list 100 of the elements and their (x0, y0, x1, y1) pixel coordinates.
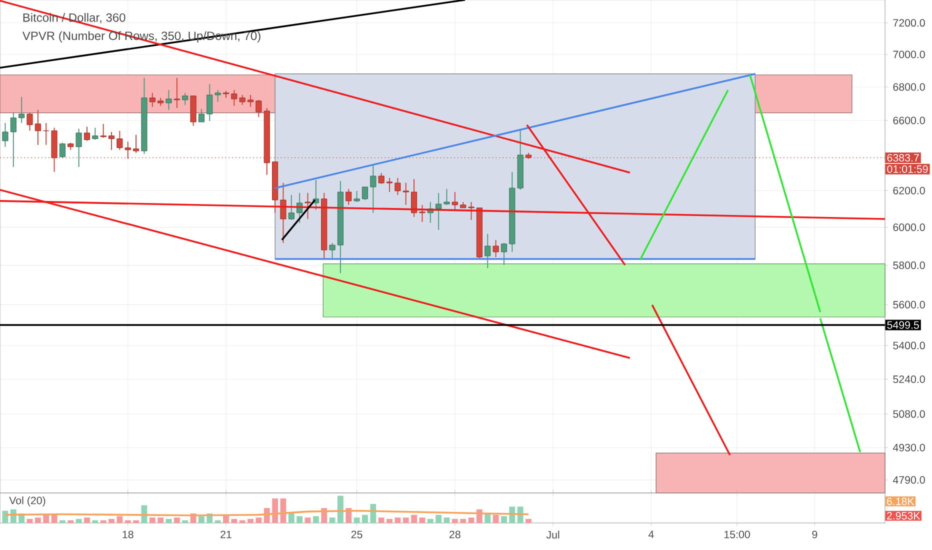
candlestick (288, 194, 294, 220)
bar (329, 518, 336, 524)
candlestick (84, 126, 90, 142)
candlestick (354, 190, 360, 203)
chart-title: Vol (20) (9, 496, 46, 506)
bar (386, 518, 392, 524)
candlestick (346, 188, 352, 206)
candlestick (378, 172, 384, 184)
bar (43, 514, 50, 524)
bar (304, 518, 311, 524)
candlestick (10, 112, 16, 168)
candlestick (166, 89, 172, 110)
candlestick (247, 94, 254, 108)
candlestick (500, 242, 508, 266)
bar (526, 518, 532, 524)
bar (427, 518, 434, 524)
bar (26, 518, 33, 524)
bar (272, 498, 278, 524)
y-tick-label: 5240.0 (893, 375, 925, 383)
bar (198, 516, 204, 524)
bar (166, 518, 172, 524)
candlestick (18, 96, 25, 124)
y-tick-label: 7000.0 (893, 50, 925, 58)
bar (124, 520, 131, 524)
candlestick (370, 164, 376, 214)
candlestick (492, 239, 499, 258)
bar (468, 518, 474, 524)
x-tick-label: Jul (546, 530, 560, 539)
x-tick-label: 28 (450, 530, 460, 538)
candlestick (386, 177, 393, 193)
bar (174, 518, 180, 524)
y-tick-label: 6600.0 (893, 116, 925, 124)
text: 2.953K (887, 512, 920, 520)
y-tick-label: 5080.0 (893, 410, 925, 418)
candlestick (182, 92, 188, 106)
bar (492, 514, 499, 524)
bar (411, 514, 417, 524)
candlestick (329, 242, 336, 259)
bar (231, 518, 238, 524)
bar (402, 518, 409, 524)
candlestick (419, 204, 426, 222)
bar (68, 520, 74, 524)
candlestick (149, 92, 156, 108)
bar (460, 518, 466, 524)
x-tick-label: 21 (220, 530, 232, 538)
bar (133, 520, 139, 524)
bar (354, 518, 360, 524)
bar (501, 516, 507, 524)
bar (182, 520, 188, 524)
bar (248, 518, 254, 524)
bar (239, 520, 246, 524)
candlestick (394, 177, 401, 196)
bar (444, 518, 450, 524)
bar (60, 520, 66, 524)
text: 01:01:59 (887, 165, 928, 173)
bar (312, 516, 319, 524)
candlestick (206, 83, 213, 122)
y-tick-label: 5600.0 (893, 300, 925, 308)
bar (378, 518, 384, 524)
bar (76, 518, 82, 524)
bar (452, 518, 458, 524)
candlestick (133, 134, 140, 154)
bar (116, 516, 123, 524)
bar (321, 508, 328, 524)
y-tick-label: 5400.0 (893, 342, 925, 350)
candlestick (280, 182, 286, 244)
candlestick (100, 123, 106, 138)
x-tick-label: 25 (351, 530, 362, 538)
candlestick (468, 202, 474, 220)
bar (108, 518, 114, 524)
candlestick (108, 131, 115, 150)
ref-line-label: 5499.5 (887, 321, 919, 329)
bar (419, 518, 426, 524)
candlestick (214, 89, 221, 102)
y-tick-label: 7200.0 (893, 19, 925, 27)
y-tick-label: 6800.0 (893, 83, 925, 91)
candlestick (92, 127, 98, 140)
candlestick (362, 186, 368, 200)
candlestick (76, 128, 82, 168)
bar (362, 514, 368, 524)
bar (296, 516, 303, 524)
x-tick-label: 4 (648, 530, 654, 538)
y-tick-label: 4790.0 (892, 476, 925, 484)
bar (149, 518, 156, 524)
y-tick-label: 6000.0 (893, 224, 925, 232)
candlestick (174, 77, 180, 108)
y-tick-label: 4930.0 (892, 444, 925, 452)
bar (394, 518, 401, 524)
x-tick-label: 18 (122, 530, 134, 538)
ref-line-label: 6383.7 (887, 154, 919, 162)
candlestick (304, 192, 311, 220)
candlestick (256, 99, 262, 118)
bar (100, 520, 106, 524)
candlestick (452, 192, 458, 210)
candlestick (116, 130, 123, 150)
candlestick (198, 108, 204, 122)
candlestick (402, 182, 409, 206)
bar (338, 496, 344, 524)
candlestick (484, 233, 491, 269)
candlestick (34, 109, 41, 146)
